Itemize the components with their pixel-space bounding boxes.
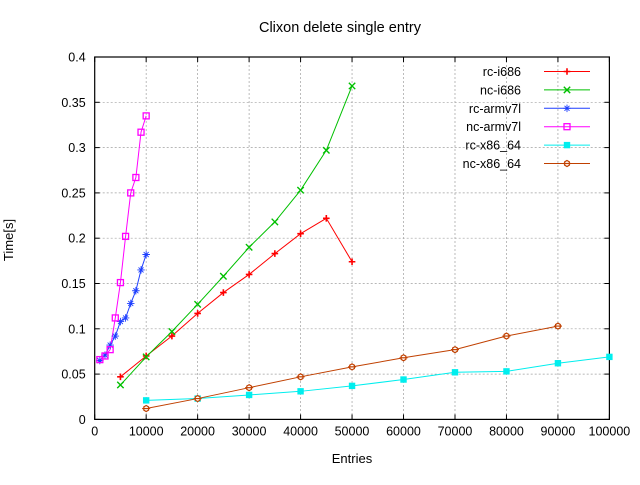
svg-text:nc-x86_64: nc-x86_64 — [463, 157, 521, 171]
svg-text:rc-armv7l: rc-armv7l — [469, 102, 521, 116]
svg-text:80000: 80000 — [489, 424, 524, 438]
svg-text:90000: 90000 — [541, 424, 576, 438]
svg-text:60000: 60000 — [386, 424, 421, 438]
svg-text:0.4: 0.4 — [68, 51, 85, 65]
svg-text:rc-x86_64: rc-x86_64 — [465, 139, 521, 153]
svg-text:0.1: 0.1 — [68, 322, 85, 336]
svg-text:10000: 10000 — [129, 424, 164, 438]
svg-text:40000: 40000 — [283, 424, 318, 438]
svg-text:nc-i686: nc-i686 — [480, 83, 521, 97]
svg-text:0.2: 0.2 — [68, 232, 85, 246]
svg-text:50000: 50000 — [335, 424, 370, 438]
svg-text:0: 0 — [79, 413, 86, 427]
svg-text:20000: 20000 — [180, 424, 215, 438]
svg-text:0.05: 0.05 — [61, 368, 85, 382]
svg-text:0: 0 — [91, 424, 98, 438]
svg-text:Time[s]: Time[s] — [1, 219, 16, 261]
svg-text:0.3: 0.3 — [68, 141, 85, 155]
svg-text:Entries: Entries — [332, 451, 373, 466]
svg-text:0.15: 0.15 — [61, 277, 85, 291]
svg-text:0.35: 0.35 — [61, 96, 85, 110]
svg-text:rc-i686: rc-i686 — [483, 65, 521, 79]
svg-text:0.25: 0.25 — [61, 186, 85, 200]
svg-text:100000: 100000 — [589, 424, 631, 438]
svg-text:70000: 70000 — [438, 424, 473, 438]
svg-text:30000: 30000 — [232, 424, 267, 438]
svg-text:Clixon delete single entry: Clixon delete single entry — [259, 20, 422, 36]
svg-text:nc-armv7l: nc-armv7l — [466, 120, 521, 134]
